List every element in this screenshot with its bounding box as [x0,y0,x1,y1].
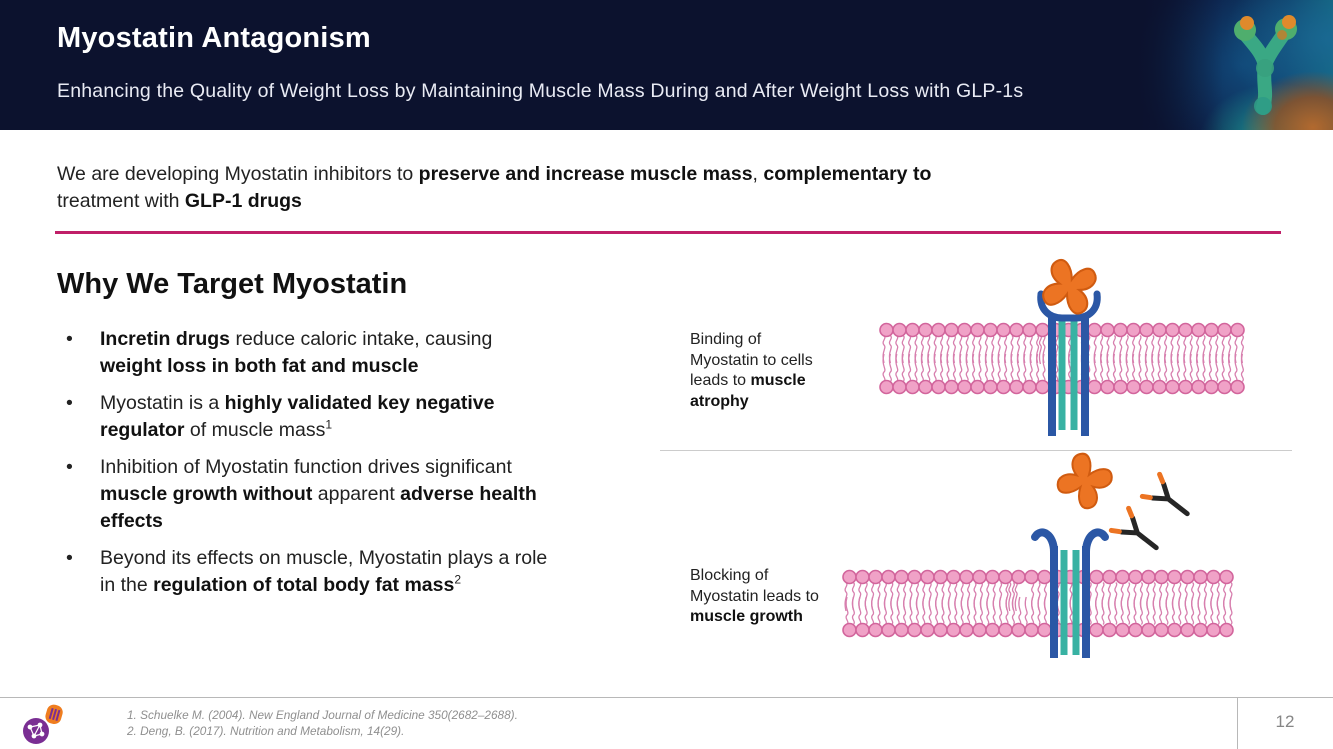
footer-divider [0,697,1333,698]
section-heading: Why We Target Myostatin [57,268,408,300]
bullet-item: Incretin drugs reduce caloric intake, ca… [57,326,549,380]
reference-line: 2. Deng, B. (2017). Nutrition and Metabo… [127,723,405,738]
intro-text: We are developing Myostatin inhibitors t… [57,162,932,213]
references: 1. Schuelke M. (2004). New England Journ… [127,708,518,739]
receptor-icon [1037,290,1101,436]
antibody-3d-icon [1234,15,1297,115]
antibody-3d-image [1133,0,1333,130]
diagram-myostatin-binding [879,259,1245,436]
antibody-icon [1139,471,1190,517]
diagram-divider [660,450,1292,451]
page-title: Myostatin Antagonism [57,22,371,54]
diagram-myostatin-blocked [842,452,1234,658]
bullet-item: Beyond its effects on muscle, Myostatin … [57,545,549,599]
myostatin-icon [1056,452,1113,510]
membrane-graphic [879,322,1245,395]
diagram-label-growth: Blocking of Myostatin leads to muscle gr… [690,567,819,625]
bullet-item: Myostatin is a highly validated key nega… [57,390,549,444]
header-bar: Myostatin Antagonism Enhancing the Quali… [0,0,1333,130]
bullet-list: Incretin drugs reduce caloric intake, ca… [57,326,549,609]
reference-line: 1. Schuelke M. (2004). New England Journ… [127,708,518,722]
receptor-icon [1031,528,1109,658]
membrane-graphic [842,569,1234,638]
footer-vertical-divider [1237,697,1238,749]
myostatin-icon [1042,259,1097,315]
company-logo-icon [22,700,66,749]
bullet-item: Inhibition of Myostatin function drives … [57,454,549,535]
antibody-icon [1108,505,1159,551]
page-number: 12 [1275,712,1295,731]
diagram-label-atrophy: Binding of Myostatin to cells leads to m… [690,331,813,410]
accent-divider [55,231,1281,234]
page-subtitle: Enhancing the Quality of Weight Loss by … [57,80,1024,102]
